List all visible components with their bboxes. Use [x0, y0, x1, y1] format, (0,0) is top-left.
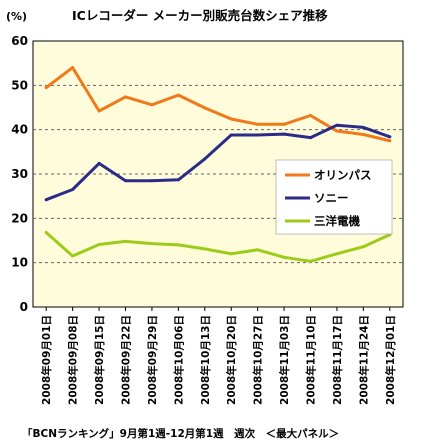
y-tick-label: 20: [11, 211, 28, 225]
x-tick-label: 2008年09月01日: [40, 315, 53, 405]
y-tick-label: 40: [11, 123, 28, 137]
x-tick-label: 2008年10月20日: [225, 315, 238, 405]
data-point: [124, 179, 127, 183]
legend-label: オリンパス: [314, 168, 372, 182]
data-point: [229, 133, 233, 137]
data-point: [335, 123, 339, 127]
data-point: [71, 66, 75, 70]
x-tick-label: 2008年11月17日: [331, 315, 344, 405]
x-tick-label: 2008年09月22日: [120, 315, 133, 405]
data-point: [256, 133, 260, 137]
data-point: [203, 157, 207, 161]
data-point: [150, 242, 154, 246]
data-point: [203, 247, 207, 251]
y-tick-label: 60: [11, 34, 28, 48]
x-tick-label: 2008年09月08日: [67, 315, 80, 405]
data-point: [361, 133, 365, 137]
data-point: [176, 178, 180, 182]
y-axis-unit-label: (%): [6, 10, 27, 23]
data-point: [44, 86, 48, 90]
data-point: [309, 259, 312, 263]
data-point: [97, 242, 101, 246]
data-point: [203, 106, 207, 110]
data-point: [150, 179, 154, 183]
x-tick-label: 2008年11月03日: [278, 315, 291, 405]
legend-label: ソニー: [314, 191, 349, 205]
source-note: 「BCNランキング」9月第1週-12月第1週 週次 ＜最大パネル＞: [22, 427, 339, 440]
series-line-2: [44, 231, 392, 263]
x-tick-label: 2008年11月24日: [357, 315, 370, 405]
data-point: [176, 243, 180, 247]
data-point: [71, 188, 75, 192]
data-point: [388, 135, 392, 139]
data-point: [282, 132, 286, 136]
series-line-1: [44, 123, 392, 202]
data-point: [282, 255, 286, 259]
data-point: [361, 245, 365, 249]
data-point: [44, 231, 48, 235]
data-point: [229, 117, 233, 121]
x-axis: 2008年09月01日 2008年09月08日 2008年09月15日 2008年09…: [40, 307, 397, 405]
x-tick-label: 2008年10月13日: [199, 315, 212, 405]
data-point: [44, 198, 48, 202]
data-point: [256, 248, 260, 252]
data-point: [71, 254, 75, 258]
data-point: [150, 103, 154, 107]
data-point: [256, 122, 260, 126]
data-point: [361, 125, 365, 129]
data-point: [124, 95, 127, 99]
data-point: [97, 109, 101, 113]
data-point: [282, 122, 286, 126]
data-point: [97, 161, 101, 165]
x-tick-label: 2008年10月06日: [172, 315, 185, 405]
y-axis: 0 10 20 30 40 50 60: [11, 34, 28, 314]
y-tick-label: 30: [11, 167, 28, 181]
legend-label: 三洋電機: [314, 214, 360, 228]
chart-title: ICレコーダー メーカー別販売台数シェア推移: [72, 8, 328, 23]
data-point: [335, 129, 339, 133]
data-point: [335, 252, 339, 256]
y-tick-label: 10: [11, 256, 28, 270]
data-point: [388, 139, 392, 143]
y-tick-label: 0: [20, 300, 28, 314]
data-point: [124, 239, 127, 243]
x-tick-label: 2008年12月01日: [384, 315, 397, 405]
data-point: [229, 252, 233, 256]
x-tick-label: 2008年09月15日: [93, 315, 106, 405]
x-tick-label: 2008年11月10日: [305, 315, 318, 405]
data-point: [176, 93, 180, 97]
y-tick-label: 50: [11, 78, 28, 92]
x-tick-label: 2008年09月29日: [146, 315, 159, 405]
series-lines: [44, 66, 392, 263]
x-tick-label: 2008年10月27日: [252, 315, 265, 405]
data-point: [309, 113, 312, 117]
data-point: [309, 136, 312, 140]
